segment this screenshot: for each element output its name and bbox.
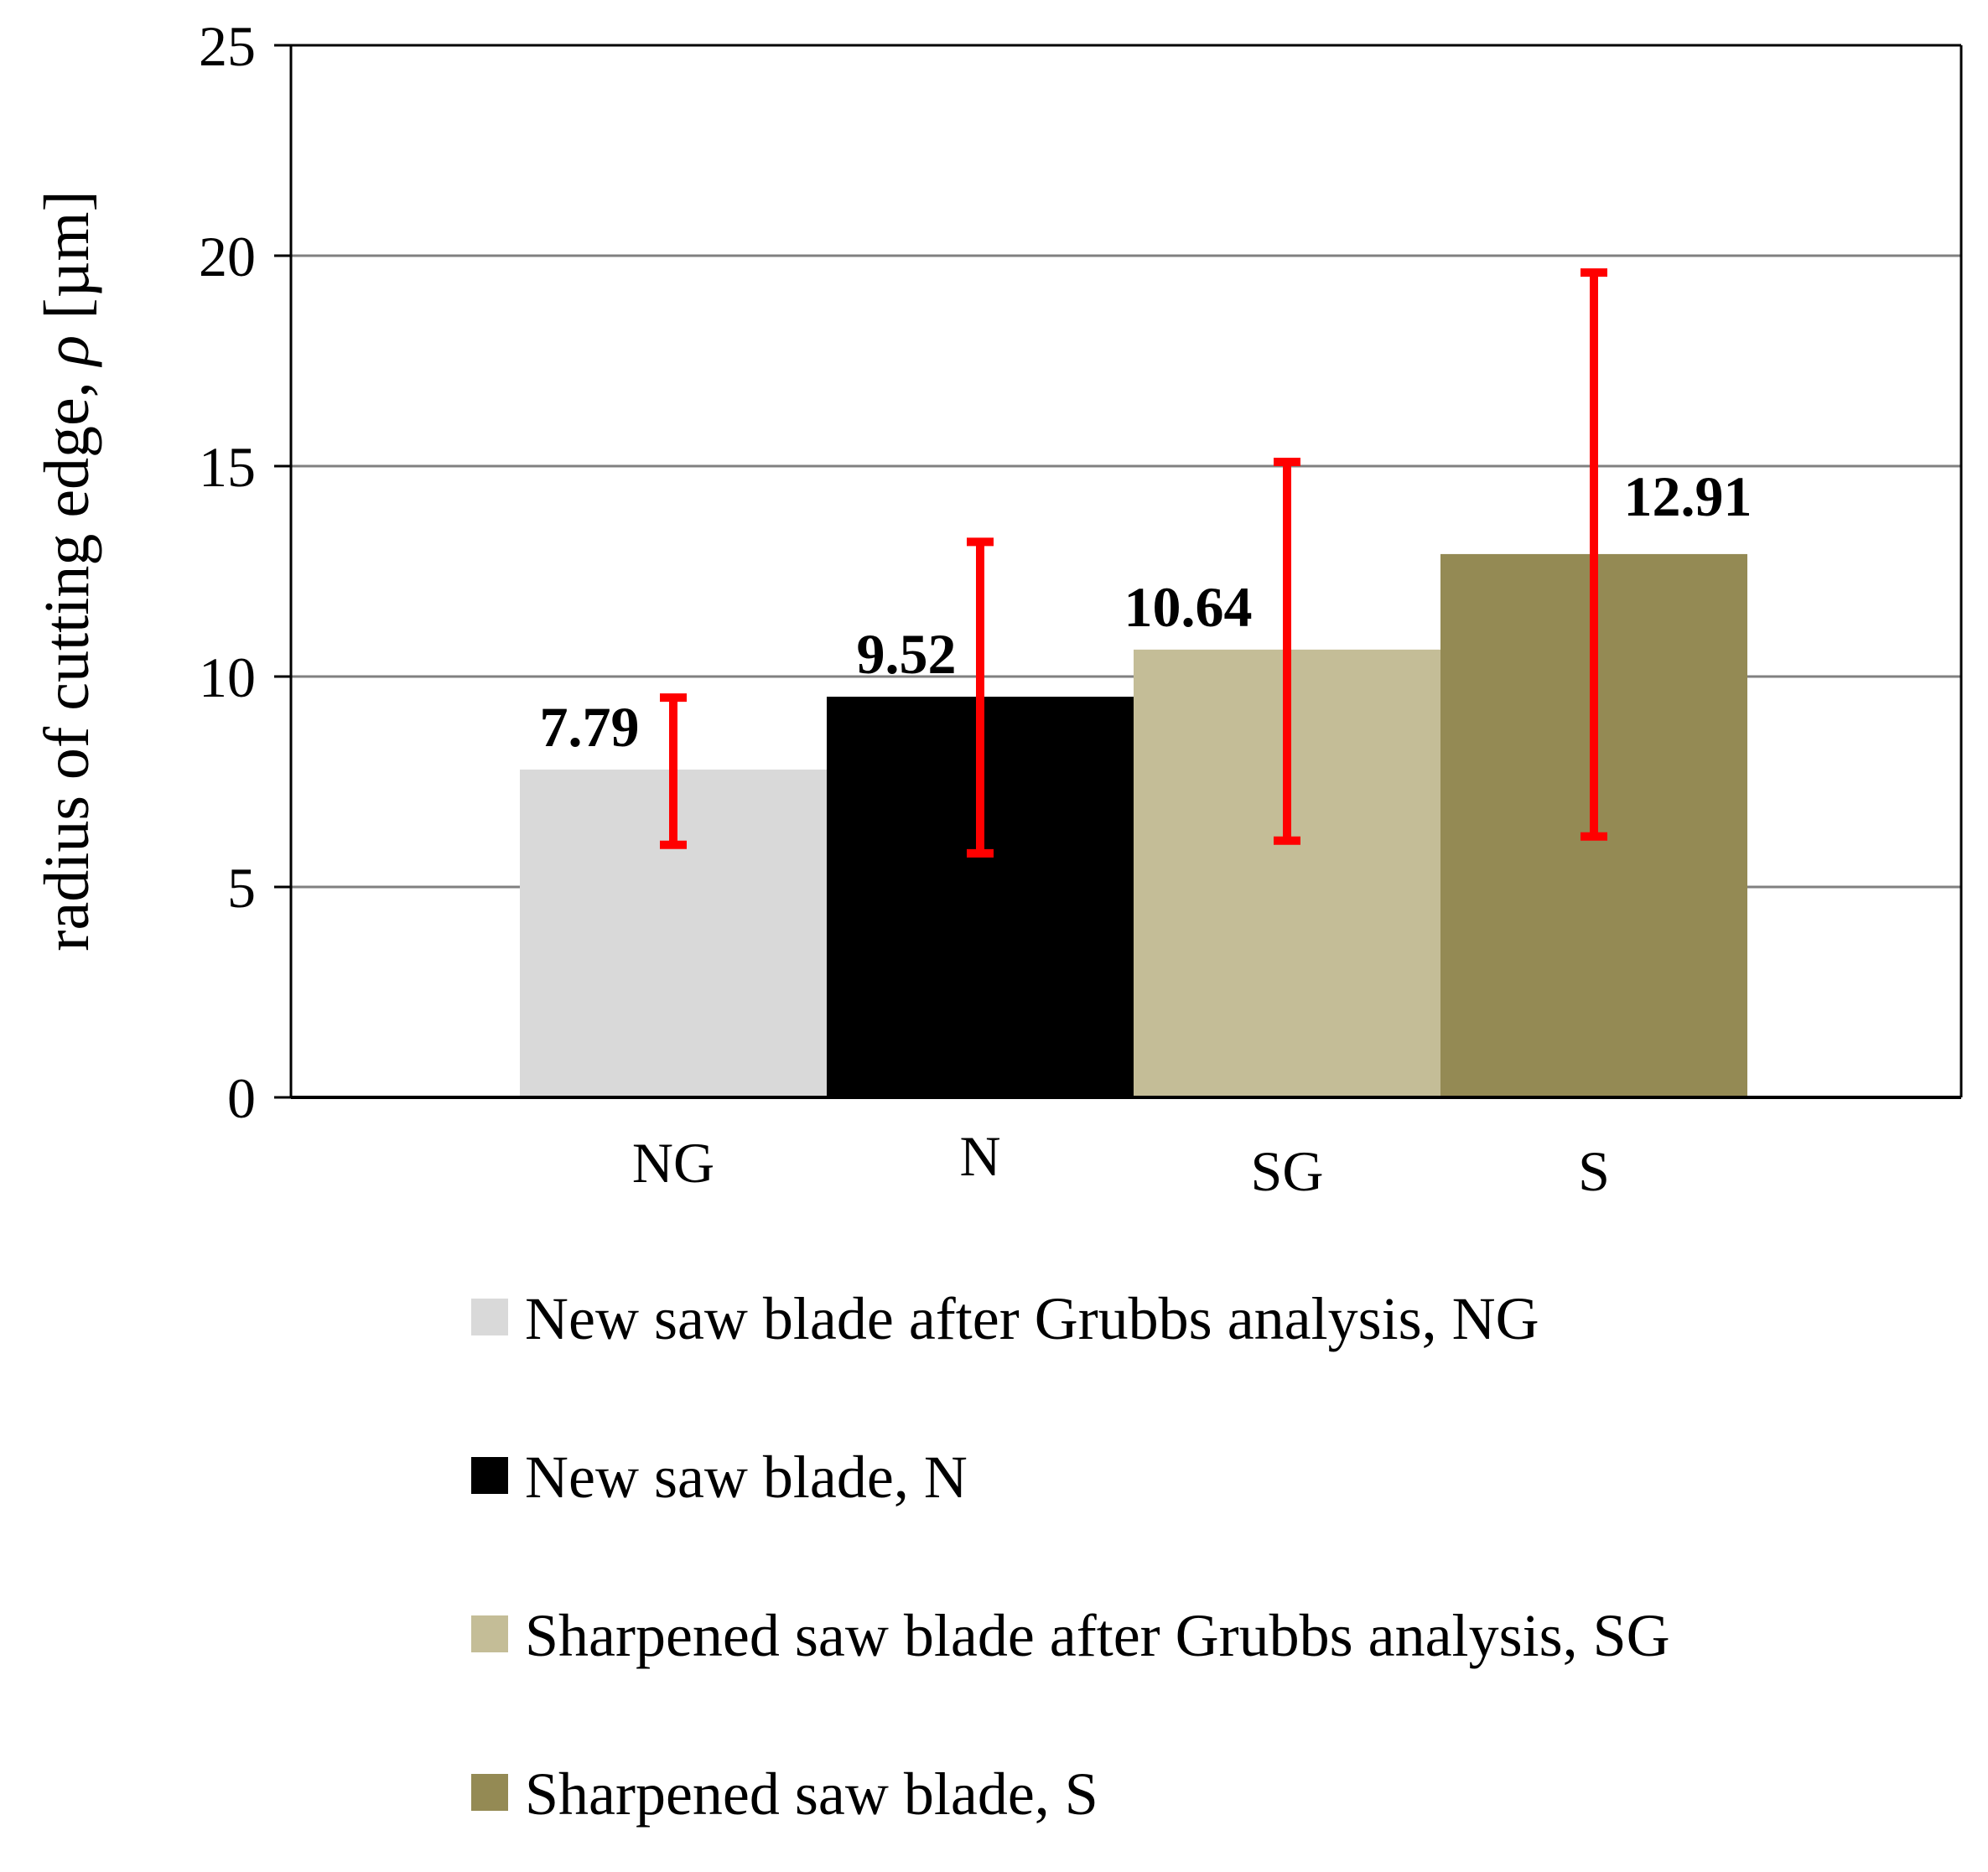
legend-label: New saw blade after Grubbs analysis, NG: [525, 1285, 1539, 1352]
legend-swatch: [471, 1774, 508, 1811]
legend-swatch: [471, 1299, 508, 1335]
data-label-sg: 10.64: [1124, 575, 1253, 639]
y-axis-ticks: 0 5 10 15 20 25: [199, 14, 291, 1130]
y-tick-label: 20: [199, 225, 256, 288]
data-labels: 7.79 9.52 10.64 12.91: [540, 464, 1752, 759]
plot-frame: [289, 44, 1963, 1099]
data-label-n: 9.52: [857, 622, 957, 686]
legend-label: Sharpened saw blade after Grubbs analysi…: [525, 1602, 1670, 1669]
y-tick-label: 5: [227, 856, 256, 920]
legend-item: New saw blade, N: [471, 1444, 968, 1511]
x-category-label: N: [959, 1124, 1000, 1188]
error-bars: [660, 268, 1607, 858]
legend-label: New saw blade, N: [525, 1444, 968, 1511]
legend-item: New saw blade after Grubbs analysis, NG: [471, 1285, 1539, 1352]
data-label-ng: 7.79: [540, 695, 640, 759]
x-category-label: NG: [632, 1131, 714, 1195]
x-category-label: SG: [1251, 1139, 1324, 1203]
legend-swatch: [471, 1615, 508, 1652]
y-axis-title: radius of cutting edge, ρ [µm]: [32, 190, 102, 952]
legend-item: Sharpened saw blade after Grubbs analysi…: [471, 1602, 1670, 1669]
data-label-s: 12.91: [1624, 464, 1752, 528]
y-tick-label: 0: [227, 1066, 256, 1130]
y-tick-label: 10: [199, 646, 256, 709]
y-tick-label: 25: [199, 14, 256, 78]
legend-label: Sharpened saw blade, S: [525, 1761, 1098, 1828]
x-category-label: S: [1578, 1139, 1610, 1203]
y-tick-label: 15: [199, 435, 256, 499]
legend-item: Sharpened saw blade, S: [471, 1761, 1098, 1828]
legend: New saw blade after Grubbs analysis, NG N…: [471, 1285, 1670, 1828]
x-axis-categories: NG N SG S: [632, 1124, 1610, 1203]
legend-swatch: [471, 1457, 508, 1494]
